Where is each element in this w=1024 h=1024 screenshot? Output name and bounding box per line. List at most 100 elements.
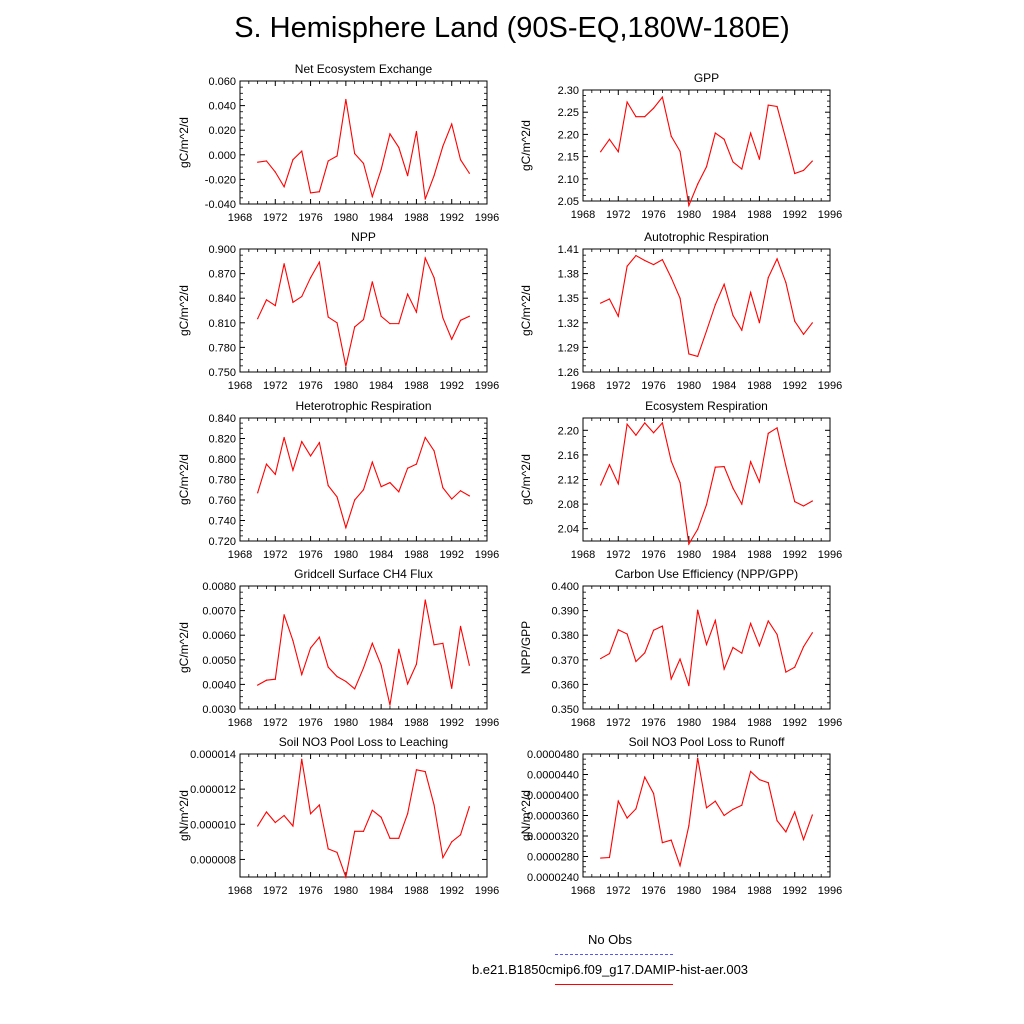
data-point [776, 633, 778, 636]
data-point [424, 436, 426, 439]
legend-model-line [555, 984, 673, 985]
subplot-title: Heterotrophic Respiration [295, 399, 431, 413]
y-tick-label: 0.780 [208, 475, 236, 487]
data-point [750, 622, 752, 624]
data-point [626, 101, 628, 103]
data-point [670, 277, 672, 279]
x-tick-label: 1984 [369, 380, 393, 392]
data-point [274, 304, 276, 307]
data-point [274, 171, 276, 173]
data-point [354, 688, 356, 690]
data-point [661, 422, 663, 424]
y-tick-label: 0.810 [208, 318, 236, 330]
data-point [617, 629, 619, 631]
data-point [732, 808, 734, 810]
y-tick-label: 0.0000480 [527, 749, 579, 761]
data-point [697, 355, 699, 358]
y-tick-label: 0.820 [208, 434, 236, 446]
x-tick-label: 1992 [782, 209, 806, 221]
y-axis-label: gC/m^2/d [519, 285, 533, 336]
data-point [398, 837, 400, 839]
data-point [600, 302, 602, 304]
data-point [283, 814, 285, 817]
y-tick-label: 2.20 [558, 425, 579, 437]
x-tick-label: 1972 [263, 885, 287, 897]
y-tick-label: 0.750 [208, 367, 236, 379]
x-tick-label: 1976 [641, 380, 665, 392]
data-point [688, 685, 690, 687]
x-tick-label: 1988 [747, 549, 771, 561]
data-point [336, 675, 338, 678]
data-point [274, 473, 276, 475]
data-point [714, 304, 716, 306]
data-point [309, 192, 312, 194]
y-tick-label: 0.000010 [190, 819, 236, 831]
y-tick-label: 2.10 [558, 174, 579, 186]
x-tick-label: 1984 [369, 549, 393, 561]
data-point [451, 498, 453, 500]
data-point [652, 432, 655, 434]
data-point [697, 528, 699, 530]
y-tick-label: 0.000008 [190, 854, 236, 866]
data-point [608, 298, 611, 300]
y-axis-label: gC/m^2/d [177, 285, 191, 336]
data-point [424, 257, 426, 259]
data-point [741, 168, 743, 170]
y-tick-label: 1.32 [558, 318, 579, 330]
data-point [617, 315, 619, 317]
x-tick-label: 1996 [818, 209, 842, 221]
x-tick-label: 1984 [369, 212, 393, 224]
x-tick-label: 1996 [475, 380, 499, 392]
data-point [811, 632, 813, 634]
data-point [309, 647, 312, 649]
data-point [407, 293, 409, 295]
data-point [292, 640, 294, 642]
data-point [424, 770, 426, 773]
data-point [274, 821, 276, 824]
y-tick-label: 2.25 [558, 107, 579, 119]
data-point [794, 501, 796, 503]
subplot-title: Carbon Use Efficiency (NPP/GPP) [615, 567, 798, 581]
x-tick-label: 1968 [228, 380, 252, 392]
x-tick-label: 1992 [782, 380, 806, 392]
data-point [345, 365, 347, 367]
y-tick-label: 0.0080 [202, 581, 236, 593]
data-point [644, 776, 646, 778]
data-point [309, 813, 312, 815]
data-point [758, 158, 761, 160]
plot-frame [582, 417, 831, 542]
y-axis-label: gC/m^2/d [519, 120, 533, 171]
x-tick-label: 1992 [439, 380, 463, 392]
data-point [688, 204, 690, 207]
data-point [714, 800, 716, 802]
data-point [354, 830, 356, 832]
x-tick-label: 1968 [228, 212, 252, 224]
x-tick-label: 1992 [439, 212, 463, 224]
data-point [292, 159, 294, 161]
subplot-title: Autotrophic Respiration [644, 230, 769, 244]
data-point [415, 130, 418, 133]
y-tick-label: 0.0050 [202, 655, 236, 667]
data-point [415, 311, 418, 313]
data-point [318, 191, 320, 193]
data-point [705, 330, 708, 332]
data-point [802, 646, 805, 648]
data-point [617, 483, 619, 485]
y-tick-label: -0.040 [205, 199, 236, 211]
data-point [257, 492, 259, 494]
data-point [336, 851, 338, 854]
data-point [723, 465, 725, 468]
data-point [811, 500, 813, 502]
plot-frame [582, 248, 831, 373]
x-tick-label: 1976 [298, 717, 322, 729]
plot-frame [239, 585, 488, 710]
x-tick-label: 1980 [677, 717, 701, 729]
data-point [785, 138, 787, 140]
subplot-title: Net Ecosystem Exchange [295, 62, 433, 76]
data-point [380, 816, 382, 818]
data-point [451, 338, 453, 340]
data-point [389, 837, 391, 839]
x-tick-label: 1976 [641, 209, 665, 221]
data-point [661, 625, 663, 627]
